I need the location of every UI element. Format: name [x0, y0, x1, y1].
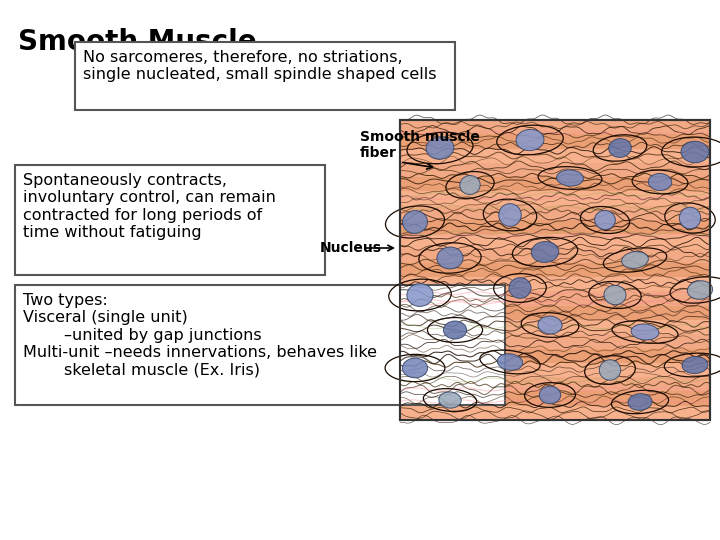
- Bar: [400, 177, 710, 191]
- Bar: [400, 363, 710, 377]
- Bar: [400, 148, 710, 163]
- Bar: [400, 134, 710, 149]
- Bar: [400, 120, 710, 420]
- Ellipse shape: [426, 137, 454, 159]
- Bar: [400, 406, 710, 420]
- Ellipse shape: [437, 247, 463, 269]
- Ellipse shape: [680, 207, 701, 229]
- Ellipse shape: [438, 392, 462, 408]
- Bar: [400, 248, 710, 263]
- Bar: [400, 277, 710, 292]
- Ellipse shape: [444, 321, 467, 339]
- Ellipse shape: [631, 324, 659, 340]
- Ellipse shape: [407, 284, 433, 306]
- Bar: [400, 334, 710, 349]
- Text: Smooth Muscle: Smooth Muscle: [18, 28, 256, 56]
- Ellipse shape: [688, 281, 713, 299]
- Bar: [400, 377, 710, 392]
- Bar: [400, 320, 710, 334]
- Ellipse shape: [531, 241, 559, 262]
- Ellipse shape: [499, 204, 521, 226]
- Bar: [75, 42, 455, 110]
- Bar: [400, 163, 710, 177]
- Text: Nucleus: Nucleus: [320, 241, 382, 255]
- Ellipse shape: [595, 211, 616, 229]
- Bar: [400, 263, 710, 277]
- Ellipse shape: [539, 386, 561, 404]
- Bar: [400, 392, 710, 406]
- Bar: [400, 120, 710, 420]
- Text: Two types:
Visceral (single unit)
        –united by gap junctions
Multi-unit –n: Two types: Visceral (single unit) –unite…: [23, 293, 377, 377]
- Bar: [400, 349, 710, 363]
- Ellipse shape: [648, 173, 672, 191]
- Bar: [400, 206, 710, 220]
- Ellipse shape: [608, 139, 631, 157]
- Bar: [400, 292, 710, 306]
- Bar: [400, 191, 710, 206]
- Text: No sarcomeres, therefore, no striations,
single nucleated, small spindle shaped : No sarcomeres, therefore, no striations,…: [83, 50, 436, 83]
- Ellipse shape: [460, 176, 480, 194]
- Ellipse shape: [621, 252, 648, 268]
- Ellipse shape: [509, 278, 531, 298]
- Ellipse shape: [681, 141, 709, 163]
- Ellipse shape: [402, 211, 428, 233]
- Bar: [15, 165, 325, 275]
- Ellipse shape: [538, 316, 562, 334]
- Bar: [400, 120, 710, 134]
- Ellipse shape: [498, 354, 523, 370]
- Bar: [15, 285, 505, 405]
- Bar: [400, 306, 710, 320]
- Ellipse shape: [604, 285, 626, 305]
- Bar: [400, 234, 710, 248]
- Ellipse shape: [599, 360, 621, 380]
- Ellipse shape: [628, 394, 652, 410]
- Bar: [400, 220, 710, 234]
- Ellipse shape: [557, 170, 583, 186]
- Text: Smooth muscle
fiber: Smooth muscle fiber: [360, 130, 480, 160]
- Text: Spontaneously contracts,
involuntary control, can remain
contracted for long per: Spontaneously contracts, involuntary con…: [23, 173, 276, 240]
- Ellipse shape: [516, 130, 544, 151]
- Ellipse shape: [682, 356, 708, 374]
- Ellipse shape: [402, 358, 428, 378]
